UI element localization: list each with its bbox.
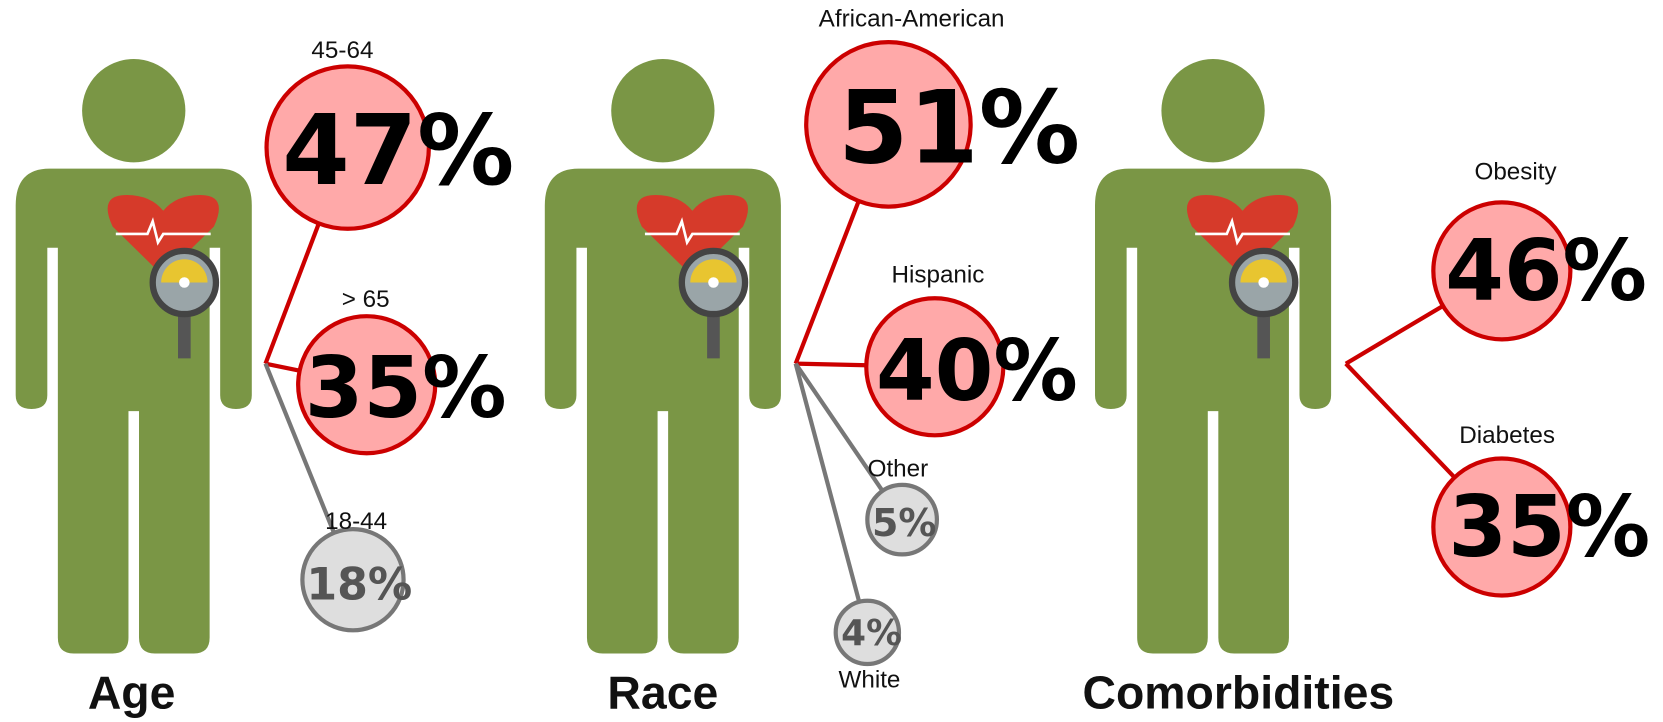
group-label: African-American: [819, 5, 1005, 32]
group-label: Obesity: [1474, 158, 1557, 185]
value: 5%: [872, 501, 936, 545]
value: 47%: [282, 94, 514, 207]
group-label: 45-64: [311, 37, 373, 64]
group-label: > 65: [342, 286, 390, 313]
connector: [265, 364, 299, 371]
panel-title: Age: [88, 666, 176, 718]
panel: Comorbidities 46% Obesity 35% Diabetes: [1083, 59, 1651, 718]
gauge-center: [708, 277, 719, 288]
connector: [796, 364, 860, 602]
value: 35%: [1448, 478, 1650, 576]
group-label: White: [838, 666, 900, 693]
value: 35%: [305, 339, 507, 437]
connector: [796, 201, 859, 364]
value: 51%: [838, 69, 1080, 187]
panel: Age 47% 45-64 35% > 65 18% 18-44: [16, 37, 515, 718]
page: {"panels": [ {"title": "Age", "groups": …: [0, 0, 1663, 722]
group-label: Other: [868, 456, 929, 483]
infographic: Age 47% 45-64 35% > 65 18% 18-44 Race 51% African…: [0, 0, 1663, 722]
value: 46%: [1445, 222, 1647, 320]
value: 18%: [306, 559, 412, 610]
group-label: Hispanic: [891, 262, 984, 289]
panel-title: Comorbidities: [1083, 666, 1395, 718]
value: 4%: [841, 613, 902, 654]
panel-title: Race: [607, 666, 718, 718]
connector: [1346, 364, 1455, 478]
panel: Race 51% African-American 40% Hispanic 5% Othe…: [545, 5, 1080, 718]
figure-head: [82, 59, 185, 162]
group-label: 18-44: [325, 508, 387, 535]
connector: [1346, 306, 1443, 364]
group-label: Diabetes: [1459, 422, 1555, 449]
value: 40%: [876, 322, 1078, 420]
figure-head: [611, 59, 714, 162]
gauge-center: [1258, 277, 1269, 288]
figure-head: [1161, 59, 1264, 162]
connector: [796, 364, 867, 366]
gauge-center: [179, 277, 190, 288]
